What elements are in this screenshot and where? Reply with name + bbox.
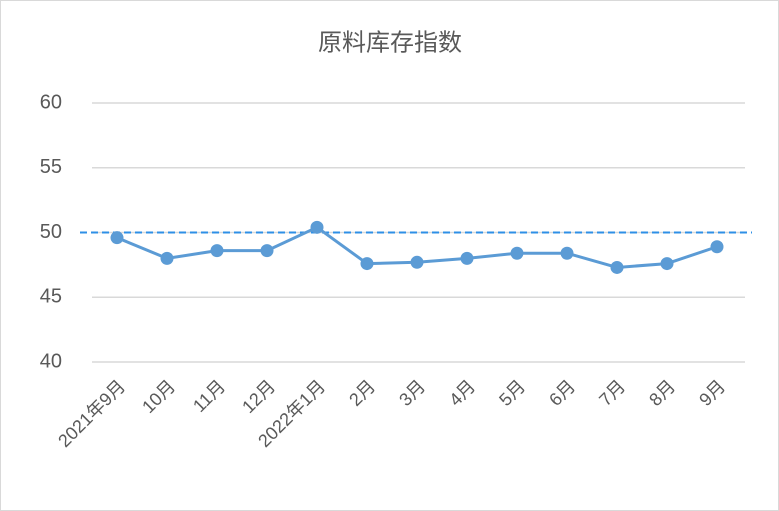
point xyxy=(460,251,474,265)
point xyxy=(310,220,324,234)
y-tick-label: 45 xyxy=(40,286,62,308)
point xyxy=(160,251,174,265)
point xyxy=(510,246,524,260)
point xyxy=(360,257,374,271)
y-tick-label: 60 xyxy=(40,91,62,113)
point xyxy=(210,244,224,258)
y-tick-label: 50 xyxy=(40,221,62,243)
y-tick-label: 55 xyxy=(40,156,62,178)
point xyxy=(660,257,674,271)
point xyxy=(610,260,624,274)
chart-title: 原料库存指数 xyxy=(318,29,462,56)
y-tick-label: 40 xyxy=(40,350,62,372)
point xyxy=(710,240,724,254)
point xyxy=(410,255,424,269)
point xyxy=(110,231,124,245)
point xyxy=(560,246,574,260)
point xyxy=(260,244,274,258)
